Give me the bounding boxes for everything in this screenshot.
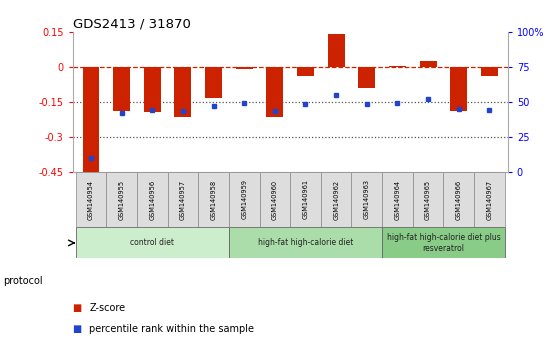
Bar (75, 172, 106, 227)
Text: ■: ■ (73, 324, 82, 334)
Text: GSM140962: GSM140962 (333, 179, 339, 219)
Bar (229, 227, 382, 258)
Bar (75, 227, 229, 258)
Bar (382, 227, 505, 258)
Bar (175, 67, 191, 117)
Text: GSM140956: GSM140956 (149, 179, 155, 219)
Text: ■: ■ (73, 303, 82, 313)
Bar (266, 67, 283, 117)
Text: GSM140960: GSM140960 (272, 179, 278, 219)
Text: GSM140958: GSM140958 (210, 179, 217, 219)
Bar (474, 172, 505, 227)
Bar (113, 67, 130, 111)
Bar (352, 172, 382, 227)
Bar (290, 172, 321, 227)
Bar (198, 172, 229, 227)
Text: percentile rank within the sample: percentile rank within the sample (89, 324, 254, 334)
Bar (358, 67, 375, 88)
Text: GSM140959: GSM140959 (241, 179, 247, 219)
Text: high-fat high-calorie diet plus
resveratrol: high-fat high-calorie diet plus resverat… (387, 233, 501, 253)
Bar (106, 172, 137, 227)
Bar (259, 172, 290, 227)
Text: GSM140964: GSM140964 (395, 179, 401, 219)
Bar (144, 67, 161, 112)
Bar (420, 61, 436, 67)
Bar (236, 67, 253, 69)
Bar (229, 172, 259, 227)
Text: GSM140965: GSM140965 (425, 179, 431, 219)
Text: high-fat high-calorie diet: high-fat high-calorie diet (258, 238, 353, 247)
Text: GSM140957: GSM140957 (180, 179, 186, 219)
Text: Z-score: Z-score (89, 303, 126, 313)
Text: GSM140954: GSM140954 (88, 179, 94, 219)
Bar (83, 67, 99, 174)
Text: GDS2413 / 31870: GDS2413 / 31870 (73, 18, 190, 31)
Bar (297, 67, 314, 76)
Bar (382, 172, 413, 227)
Text: GSM140963: GSM140963 (364, 179, 370, 219)
Bar (413, 172, 444, 227)
Bar (481, 67, 498, 76)
Bar (328, 34, 345, 67)
Bar (389, 65, 406, 67)
Bar (167, 172, 198, 227)
Bar (205, 67, 222, 98)
Text: protocol: protocol (3, 276, 42, 286)
Bar (444, 172, 474, 227)
Text: GSM140967: GSM140967 (487, 179, 492, 219)
Bar (321, 172, 352, 227)
Text: GSM140966: GSM140966 (456, 179, 461, 219)
Text: GSM140961: GSM140961 (302, 179, 309, 219)
Text: control diet: control diet (130, 238, 174, 247)
Text: GSM140955: GSM140955 (119, 179, 124, 219)
Bar (137, 172, 167, 227)
Bar (450, 67, 467, 111)
